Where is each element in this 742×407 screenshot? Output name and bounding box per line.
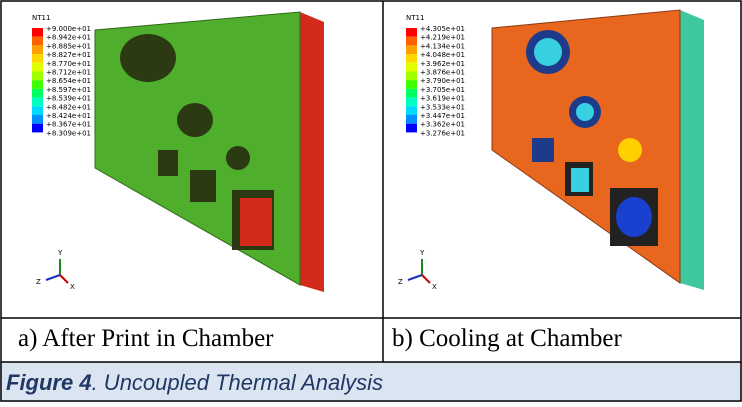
legend-swatch [32,115,43,124]
legend-swatch [406,37,417,46]
legend-swatch [406,28,417,37]
legend-label: +8.827e+01 [46,51,91,59]
legend-title: NT11 [406,14,424,22]
legend-label: +4.219e+01 [420,34,465,42]
legend-swatch [32,124,43,133]
legend-label: +8.770e+01 [46,60,91,68]
legend-swatch [32,54,43,63]
legend-swatch [32,37,43,46]
legend-label: +3.533e+01 [420,103,465,111]
legend-label: +8.654e+01 [46,77,91,85]
legend-label: +3.962e+01 [420,60,465,68]
legend-label: +3.276e+01 [420,129,465,137]
legend-label: +8.309e+01 [46,129,91,137]
legend-label: +3.447e+01 [420,112,465,120]
legend-label: +3.790e+01 [420,77,465,85]
legend-swatch [32,63,43,72]
axis-z [408,275,422,280]
figure-caption: Figure 4. Uncoupled Thermal Analysis [6,370,383,395]
axis-z [46,275,60,280]
axis-x [60,275,68,283]
legend-label: +4.305e+01 [420,25,465,33]
legend-swatch [406,98,417,107]
legend-label: +8.942e+01 [46,34,91,42]
legend-swatch [406,45,417,54]
axis-label: Z [398,278,403,286]
plate-a [95,12,324,292]
legend-swatch [32,80,43,89]
legend-label: +8.367e+01 [46,121,91,129]
figure: NT11 +9.000e+01+8.942e+01+8.885e+01+8.827… [0,0,742,402]
caption: a) After Print in Chamber [18,325,274,352]
legend-label: +3.619e+01 [420,95,465,103]
legend-label: +8.885e+01 [46,42,91,50]
plate-b [492,10,704,290]
axis-label: X [70,283,75,291]
legend-swatch [32,106,43,115]
legend-swatch [406,80,417,89]
legend-label: +8.482e+01 [46,103,91,111]
legend-swatch [406,54,417,63]
legend-label: +3.705e+01 [420,86,465,94]
legend-label: +4.048e+01 [420,51,465,59]
legend-swatch [32,45,43,54]
axis-label: Y [419,249,425,257]
legend-label: +8.597e+01 [46,86,91,94]
legend-label: +3.876e+01 [420,69,465,77]
axis-label: Y [57,249,63,257]
legend-swatch [32,72,43,81]
legend-label: +9.000e+01 [46,25,91,33]
legend-swatch [406,106,417,115]
legend-label: +4.134e+01 [420,42,465,50]
legend-label: +8.424e+01 [46,112,91,120]
axis-label: X [432,283,437,291]
legend-swatch [406,115,417,124]
axis-x [422,275,430,283]
legend-swatch [32,28,43,37]
legend-swatch [406,89,417,98]
legend-swatch [32,98,43,107]
legend-swatch [406,63,417,72]
figure-text: . Uncoupled Thermal Analysis [92,370,383,395]
legend-label: +8.539e+01 [46,95,91,103]
legend-label: +3.362e+01 [420,121,465,129]
legend-swatch [32,89,43,98]
caption: b) Cooling at Chamber [392,325,622,352]
legend-label: +8.712e+01 [46,69,91,77]
legend-swatch [406,72,417,81]
legend-swatch [406,124,417,133]
axis-label: Z [36,278,41,286]
figure-label: Figure 4 [6,370,92,395]
legend-title: NT11 [32,14,50,22]
